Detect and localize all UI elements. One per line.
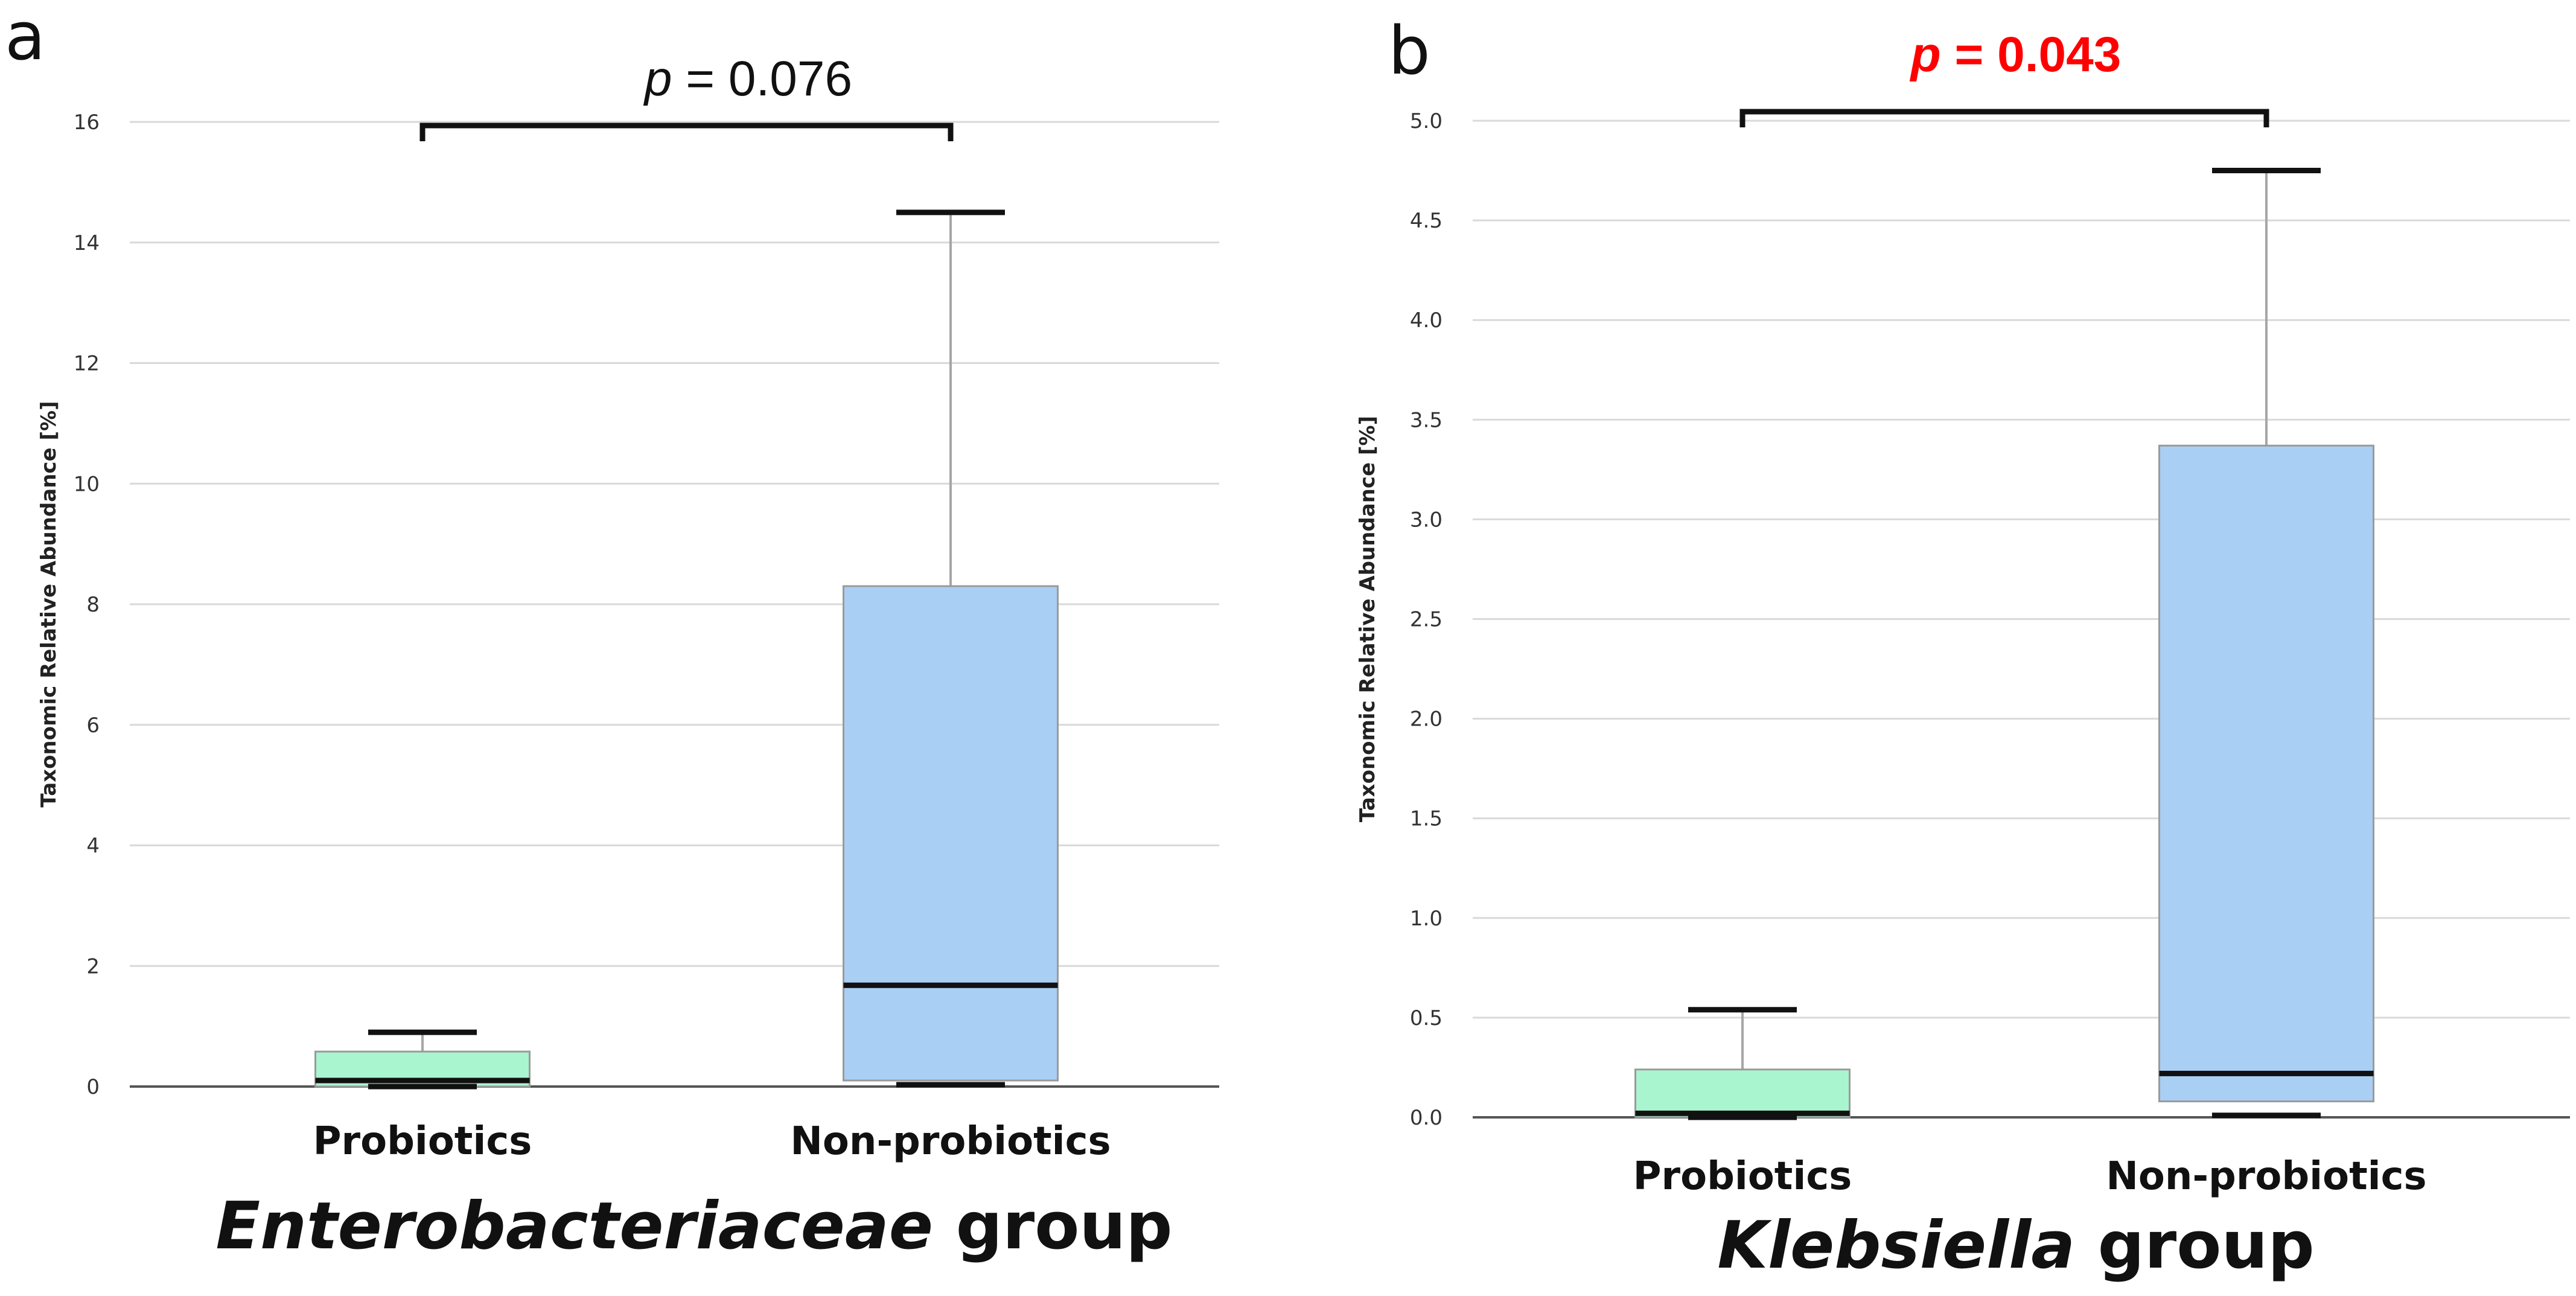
y-tick-label: 8 [86,593,100,617]
panel-b-klebsiella: b 0.0 0.5 1.0 1.5 2.0 2.5 3.0 3.5 4.0 4.5 5.0 Taxon… [1356,12,2570,1283]
panel-letter-b: b [1388,12,1430,89]
box-non-probiotics: Non-probiotics [790,209,1111,1164]
y-tick-label: 4.0 [1410,308,1443,333]
y-tick-label: 12 [74,352,100,376]
group-label: Enterobacteriaceae group [215,1189,1172,1264]
y-tick-label: 1.5 [1410,807,1443,831]
p-value-label: p = 0.076 [643,51,852,106]
box-non-probiotics: Non-probiotics [2106,168,2427,1199]
group-suffix: group [2075,1208,2315,1283]
p-symbol: p [1910,27,1941,82]
y-tick-label: 2.0 [1410,707,1443,732]
group-suffix: group [933,1189,1173,1264]
y-tick-label: 0 [86,1075,100,1099]
y-tick-label: 5.0 [1410,109,1443,133]
category-label: Non-probiotics [2106,1154,2426,1199]
y-tick-label: 10 [74,472,100,496]
box-iqr [843,585,1059,1082]
y-tick-label: 2 [86,954,100,978]
group-label: Klebsiella group [1717,1208,2314,1283]
y-tick-label: 14 [74,231,100,255]
group-taxon: Klebsiella [1717,1208,2075,1283]
significance-bracket [419,123,954,141]
box-iqr [1634,1068,1851,1119]
y-tick-label: 6 [86,713,100,738]
y-axis-label: Taxonomic Relative Abundance [%] [37,401,61,807]
panel-letter-a: a [5,0,45,75]
p-value-text: = 0.076 [672,51,852,106]
y-tick-label: 1.0 [1410,907,1443,931]
y-tick-label: 0.5 [1410,1006,1443,1030]
p-symbol: p [643,51,672,106]
group-taxon: Enterobacteriaceae [215,1189,933,1264]
y-tick-label: 3.5 [1410,408,1443,432]
y-tick-label: 3.0 [1410,508,1443,532]
y-tick-label: 0.0 [1410,1106,1443,1130]
significance-bracket [1739,109,2269,127]
box-probiotics: Probiotics [1633,1007,1852,1199]
y-tick-label: 16 [74,110,100,135]
y-axis-label: Taxonomic Relative Abundance [%] [1356,416,1380,822]
y-tick-label: 4 [86,834,100,858]
panel-a-enterobacteriaceae: a 0 2 4 6 8 10 12 14 16 Taxonomic Relative Abunda… [5,0,1219,1264]
category-label: Probiotics [313,1119,532,1164]
category-label: Probiotics [1633,1154,1852,1199]
category-label: Non-probiotics [790,1119,1111,1164]
y-tick-label: 2.5 [1410,608,1443,632]
p-value-text: = 0.043 [1941,27,2122,82]
y-tick-label: 4.5 [1410,209,1443,233]
box-probiotics: Probiotics [313,1029,532,1164]
box-iqr [2158,444,2374,1103]
p-value-label: p = 0.043 [1910,27,2122,82]
